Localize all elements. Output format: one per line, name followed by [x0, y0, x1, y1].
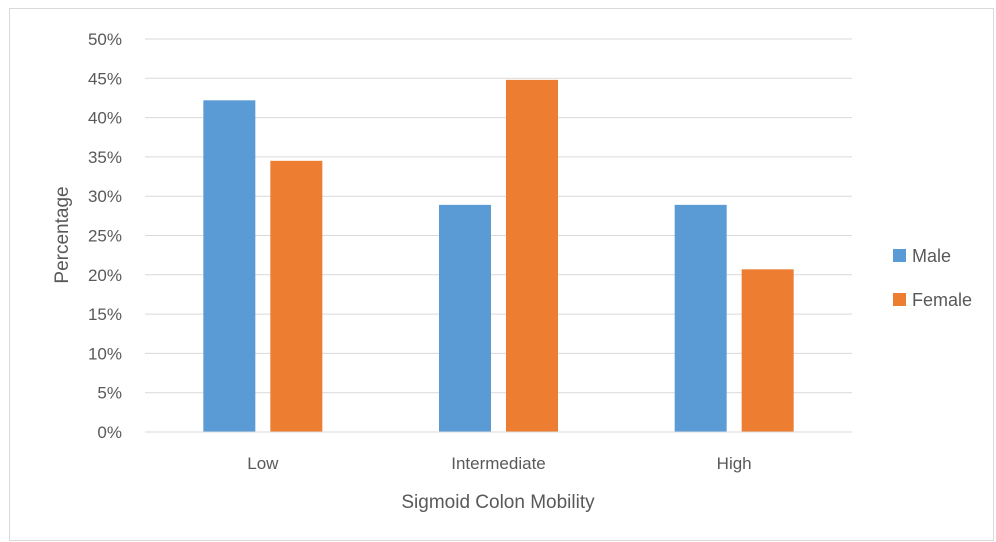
- y-tick-label: 5%: [97, 384, 122, 403]
- legend-label-female: Female: [912, 290, 972, 310]
- bar-male-intermediate: [439, 204, 491, 432]
- y-tick-label: 35%: [88, 148, 122, 167]
- bar-male-high: [674, 204, 727, 432]
- y-tick-label: 40%: [88, 109, 122, 128]
- bar-female-intermediate: [506, 79, 558, 432]
- x-axis-ticks: Low Intermediate High: [247, 454, 751, 473]
- bar-female-low: [270, 160, 323, 432]
- x-tick-label: Intermediate: [451, 454, 546, 473]
- x-tick-label: Low: [247, 454, 279, 473]
- y-tick-label: 25%: [88, 227, 122, 246]
- x-axis-title: Sigmoid Colon Mobility: [401, 492, 595, 513]
- y-tick-label: 10%: [88, 344, 122, 363]
- bar-female-high: [741, 269, 794, 432]
- legend-swatch-female: [893, 293, 906, 306]
- x-tick-label: High: [717, 454, 752, 473]
- legend-swatch-male: [893, 249, 906, 262]
- bars: [145, 79, 852, 433]
- bar-male-low: [203, 100, 256, 433]
- y-tick-label: 20%: [88, 266, 122, 285]
- y-tick-label: 15%: [88, 305, 122, 324]
- y-tick-label: 45%: [88, 69, 122, 88]
- y-axis-ticks: 0% 5% 10% 15% 20% 25% 30% 35% 40% 45% 50%: [88, 30, 122, 442]
- legend-label-male: Male: [912, 246, 951, 266]
- legend: Male Female: [893, 246, 972, 310]
- y-tick-label: 30%: [88, 187, 122, 206]
- y-tick-label: 0%: [97, 423, 122, 442]
- y-axis-title: Percentage: [52, 186, 73, 283]
- y-tick-label: 50%: [88, 30, 122, 49]
